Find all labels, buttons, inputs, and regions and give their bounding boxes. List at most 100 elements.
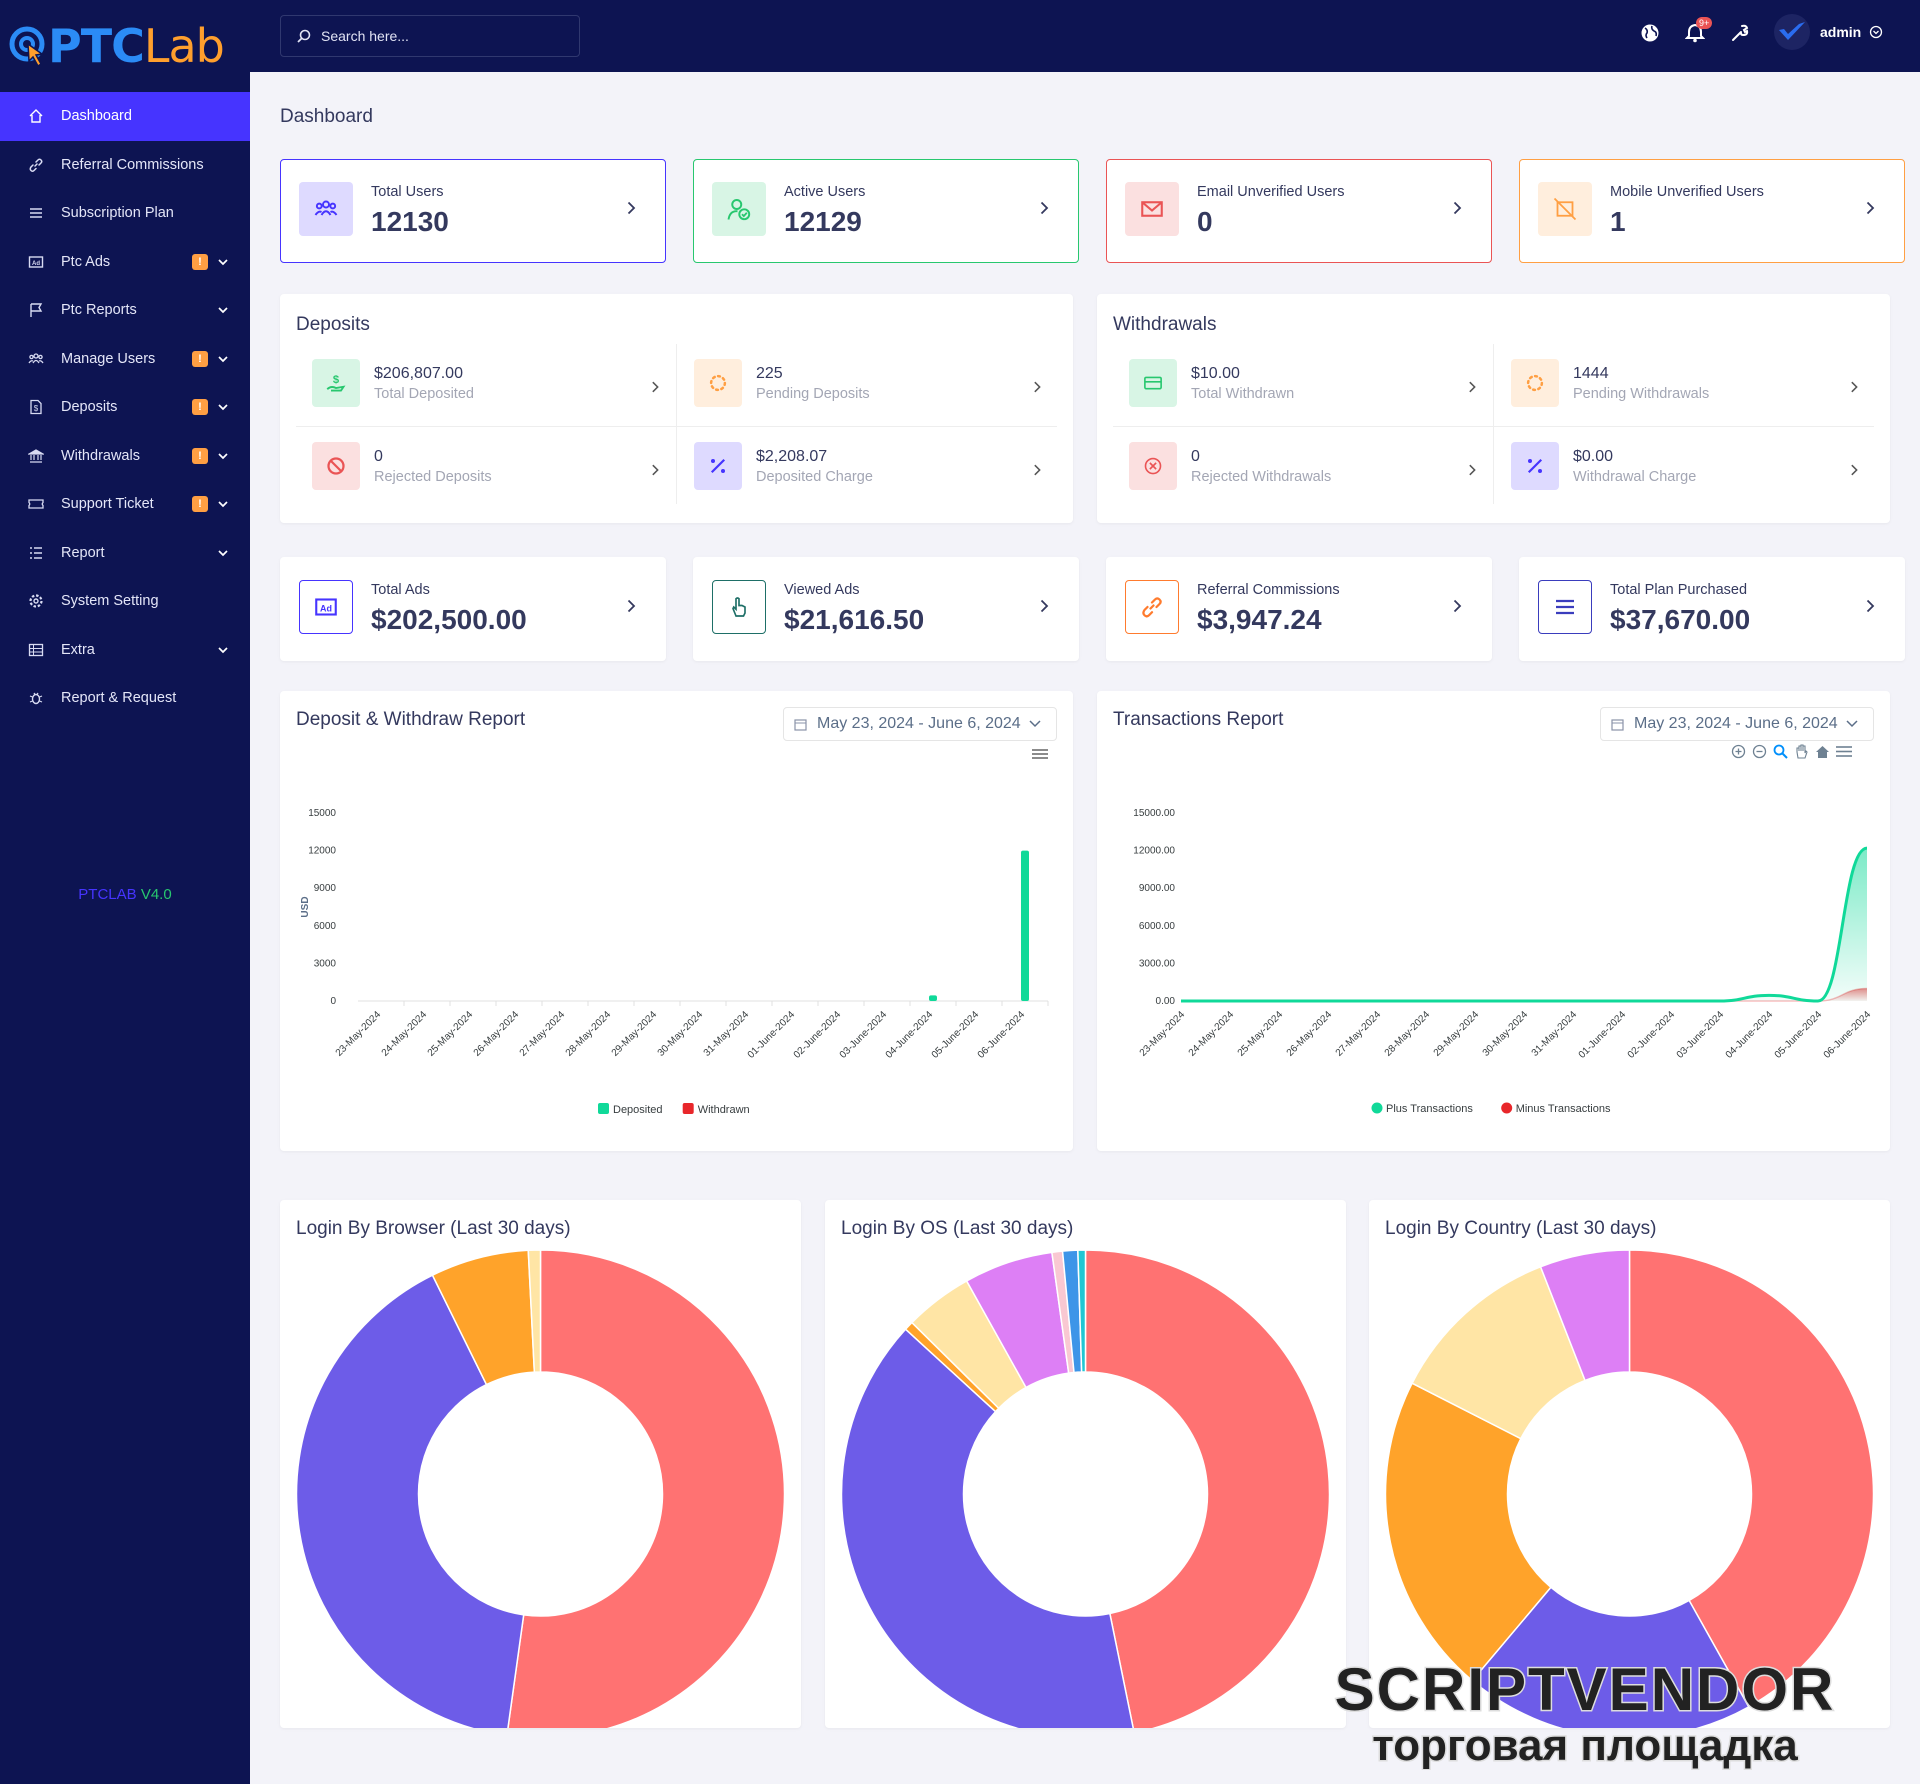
link-icon	[28, 157, 44, 173]
user-widget-email-unverified-users[interactable]: Email Unverified Users 0	[1106, 159, 1492, 263]
x-tick-label: 26-May-2024	[472, 1009, 522, 1059]
deposits-item-pending-deposits[interactable]: 225 Pending Deposits	[694, 359, 870, 407]
chevron-right-icon[interactable]	[1036, 598, 1052, 614]
widget-label: Email Unverified Users	[1197, 184, 1345, 200]
chevron-right-icon[interactable]	[1847, 380, 1861, 394]
pan-hand-icon[interactable]	[1794, 744, 1809, 759]
sidebar-item-deposits[interactable]: $ Deposits !	[0, 383, 250, 432]
y-tick-label: 6000.00	[1139, 921, 1176, 932]
server-icon	[28, 642, 44, 658]
chart-menu-icon[interactable]	[1032, 747, 1048, 765]
transactions-date-range[interactable]: May 23, 2024 - June 6, 2024	[1600, 707, 1874, 741]
spinner-icon	[694, 359, 742, 407]
sidebar-item-report[interactable]: Report	[0, 529, 250, 578]
user-menu[interactable]: admin	[1774, 14, 1883, 50]
magnifier-icon[interactable]	[1773, 744, 1788, 759]
ad-widget-total-plan-purchased[interactable]: Total Plan Purchased $37,670.00	[1519, 557, 1905, 661]
deposits-item-rejected-deposits[interactable]: 0 Rejected Deposits	[312, 442, 492, 490]
sidebar-item-dashboard[interactable]: Dashboard	[0, 92, 250, 141]
sidebar-item-system-setting[interactable]: System Setting	[0, 577, 250, 626]
search-input[interactable]	[321, 28, 561, 44]
globe-icon[interactable]	[1639, 22, 1661, 44]
chevron-right-icon[interactable]	[1030, 463, 1044, 477]
withdrawals-item-withdrawal-charge[interactable]: $0.00 Withdrawal Charge	[1511, 442, 1696, 490]
chart-menu-icon[interactable]	[1836, 744, 1852, 759]
flag-icon	[28, 302, 44, 318]
chevron-right-icon[interactable]	[1030, 380, 1044, 394]
ad-widget-referral-commissions[interactable]: Referral Commissions $3,947.24	[1106, 557, 1492, 661]
x-tick-label: 06-June-2024	[976, 1009, 1028, 1061]
chevron-down-icon	[216, 400, 230, 414]
sidebar-item-subscription-plan[interactable]: Subscription Plan	[0, 189, 250, 238]
home-icon[interactable]	[1815, 744, 1830, 759]
ad-widget-total-ads[interactable]: Ad Total Ads $202,500.00	[280, 557, 666, 661]
x-tick-label: 27-May-2024	[1334, 1009, 1384, 1059]
mobile-slash-icon	[1538, 182, 1592, 236]
scriptvendor-watermark: SCRIPTVENDOR торговая площадка	[1333, 1655, 1835, 1770]
deposit-date-range[interactable]: May 23, 2024 - June 6, 2024	[783, 707, 1057, 741]
sidebar-item-manage-users[interactable]: Manage Users !	[0, 335, 250, 384]
chevron-right-icon[interactable]	[623, 200, 639, 216]
chevron-right-icon[interactable]	[1465, 463, 1479, 477]
stat-label: Total Withdrawn	[1191, 385, 1295, 402]
chevron-right-icon[interactable]	[1862, 200, 1878, 216]
line-plus-transactions	[1181, 846, 1868, 1003]
chevron-right-icon[interactable]	[623, 598, 639, 614]
chevron-right-icon[interactable]	[1449, 200, 1465, 216]
user-widget-mobile-unverified-users[interactable]: Mobile Unverified Users 1	[1519, 159, 1905, 263]
sidebar-item-extra[interactable]: Extra	[0, 626, 250, 675]
watermark-line2: торговая площадка	[1372, 1721, 1798, 1770]
wrench-icon[interactable]	[1729, 22, 1751, 44]
sidebar-item-support-ticket[interactable]: Support Ticket !	[0, 480, 250, 529]
deposits-item-total-deposited[interactable]: $ $206,807.00 Total Deposited	[312, 359, 474, 407]
stat-value: $2,208.07	[756, 447, 828, 465]
x-tick-label: 25-May-2024	[1236, 1009, 1286, 1059]
transactions-chart: 15000.00 12000.00 9000.00 6000.00 3000.00 0.0…	[1133, 808, 1874, 1115]
sidebar-item-label: Support Ticket	[61, 496, 154, 513]
sidebar-item-withdrawals[interactable]: Withdrawals !	[0, 432, 250, 481]
avatar	[1774, 14, 1810, 50]
admin-name: admin	[1820, 24, 1862, 40]
zoom-out-icon[interactable]	[1752, 744, 1767, 759]
withdrawals-item-rejected-withdrawals[interactable]: 0 Rejected Withdrawals	[1129, 442, 1331, 490]
sidebar-item-ptc-ads[interactable]: Ad Ptc Ads !	[0, 238, 250, 287]
chevron-right-icon[interactable]	[1465, 380, 1479, 394]
stat-value: 1444	[1573, 364, 1609, 382]
brand-logo[interactable]: PTCLab	[0, 0, 250, 92]
legend-label: Deposited	[613, 1104, 663, 1116]
chart-toolbar	[1731, 744, 1852, 759]
widget-label: Total Users	[371, 184, 444, 200]
stat-label: Pending Deposits	[756, 385, 870, 402]
withdrawals-item-total-withdrawn[interactable]: $10.00 Total Withdrawn	[1129, 359, 1294, 407]
x-tick-label: 23-May-2024	[1138, 1009, 1188, 1059]
login-os-title: Login By OS (Last 30 days)	[841, 1218, 1074, 1239]
y-tick-label: 15000	[308, 808, 336, 819]
sidebar-item-report-request[interactable]: Report & Request	[0, 674, 250, 723]
chevron-down-icon	[216, 255, 230, 269]
spinner-icon	[1511, 359, 1559, 407]
x-tick-label: 06-June-2024	[1822, 1009, 1874, 1061]
user-widget-active-users[interactable]: Active Users 12129	[693, 159, 1079, 263]
user-widget-total-users[interactable]: Total Users 12130	[280, 159, 666, 263]
sidebar-item-label: Extra	[61, 641, 95, 658]
widget-label: Active Users	[784, 184, 866, 200]
chevron-right-icon[interactable]	[648, 463, 662, 477]
search-box[interactable]	[280, 15, 580, 57]
stat-label: Deposited Charge	[756, 468, 873, 485]
logo-ptc: PTC	[48, 19, 145, 73]
stat-value: $206,807.00	[374, 364, 463, 382]
chevron-right-icon[interactable]	[1036, 200, 1052, 216]
withdrawals-item-pending-withdrawals[interactable]: 1444 Pending Withdrawals	[1511, 359, 1709, 407]
legend-label: Plus Transactions	[1386, 1103, 1473, 1115]
sidebar-item-referral-commissions[interactable]: Referral Commissions	[0, 141, 250, 190]
zoom-in-icon[interactable]	[1731, 744, 1746, 759]
login-os-donut	[840, 1249, 1331, 1728]
chevron-right-icon[interactable]	[1862, 598, 1878, 614]
chevron-right-icon[interactable]	[1449, 598, 1465, 614]
ad-widget-viewed-ads[interactable]: Viewed Ads $21,616.50	[693, 557, 1079, 661]
deposits-item-deposited-charge[interactable]: $2,208.07 Deposited Charge	[694, 442, 873, 490]
sidebar-item-ptc-reports[interactable]: Ptc Reports	[0, 286, 250, 335]
chevron-right-icon[interactable]	[1847, 463, 1861, 477]
users-icon	[28, 351, 44, 367]
chevron-right-icon[interactable]	[648, 380, 662, 394]
